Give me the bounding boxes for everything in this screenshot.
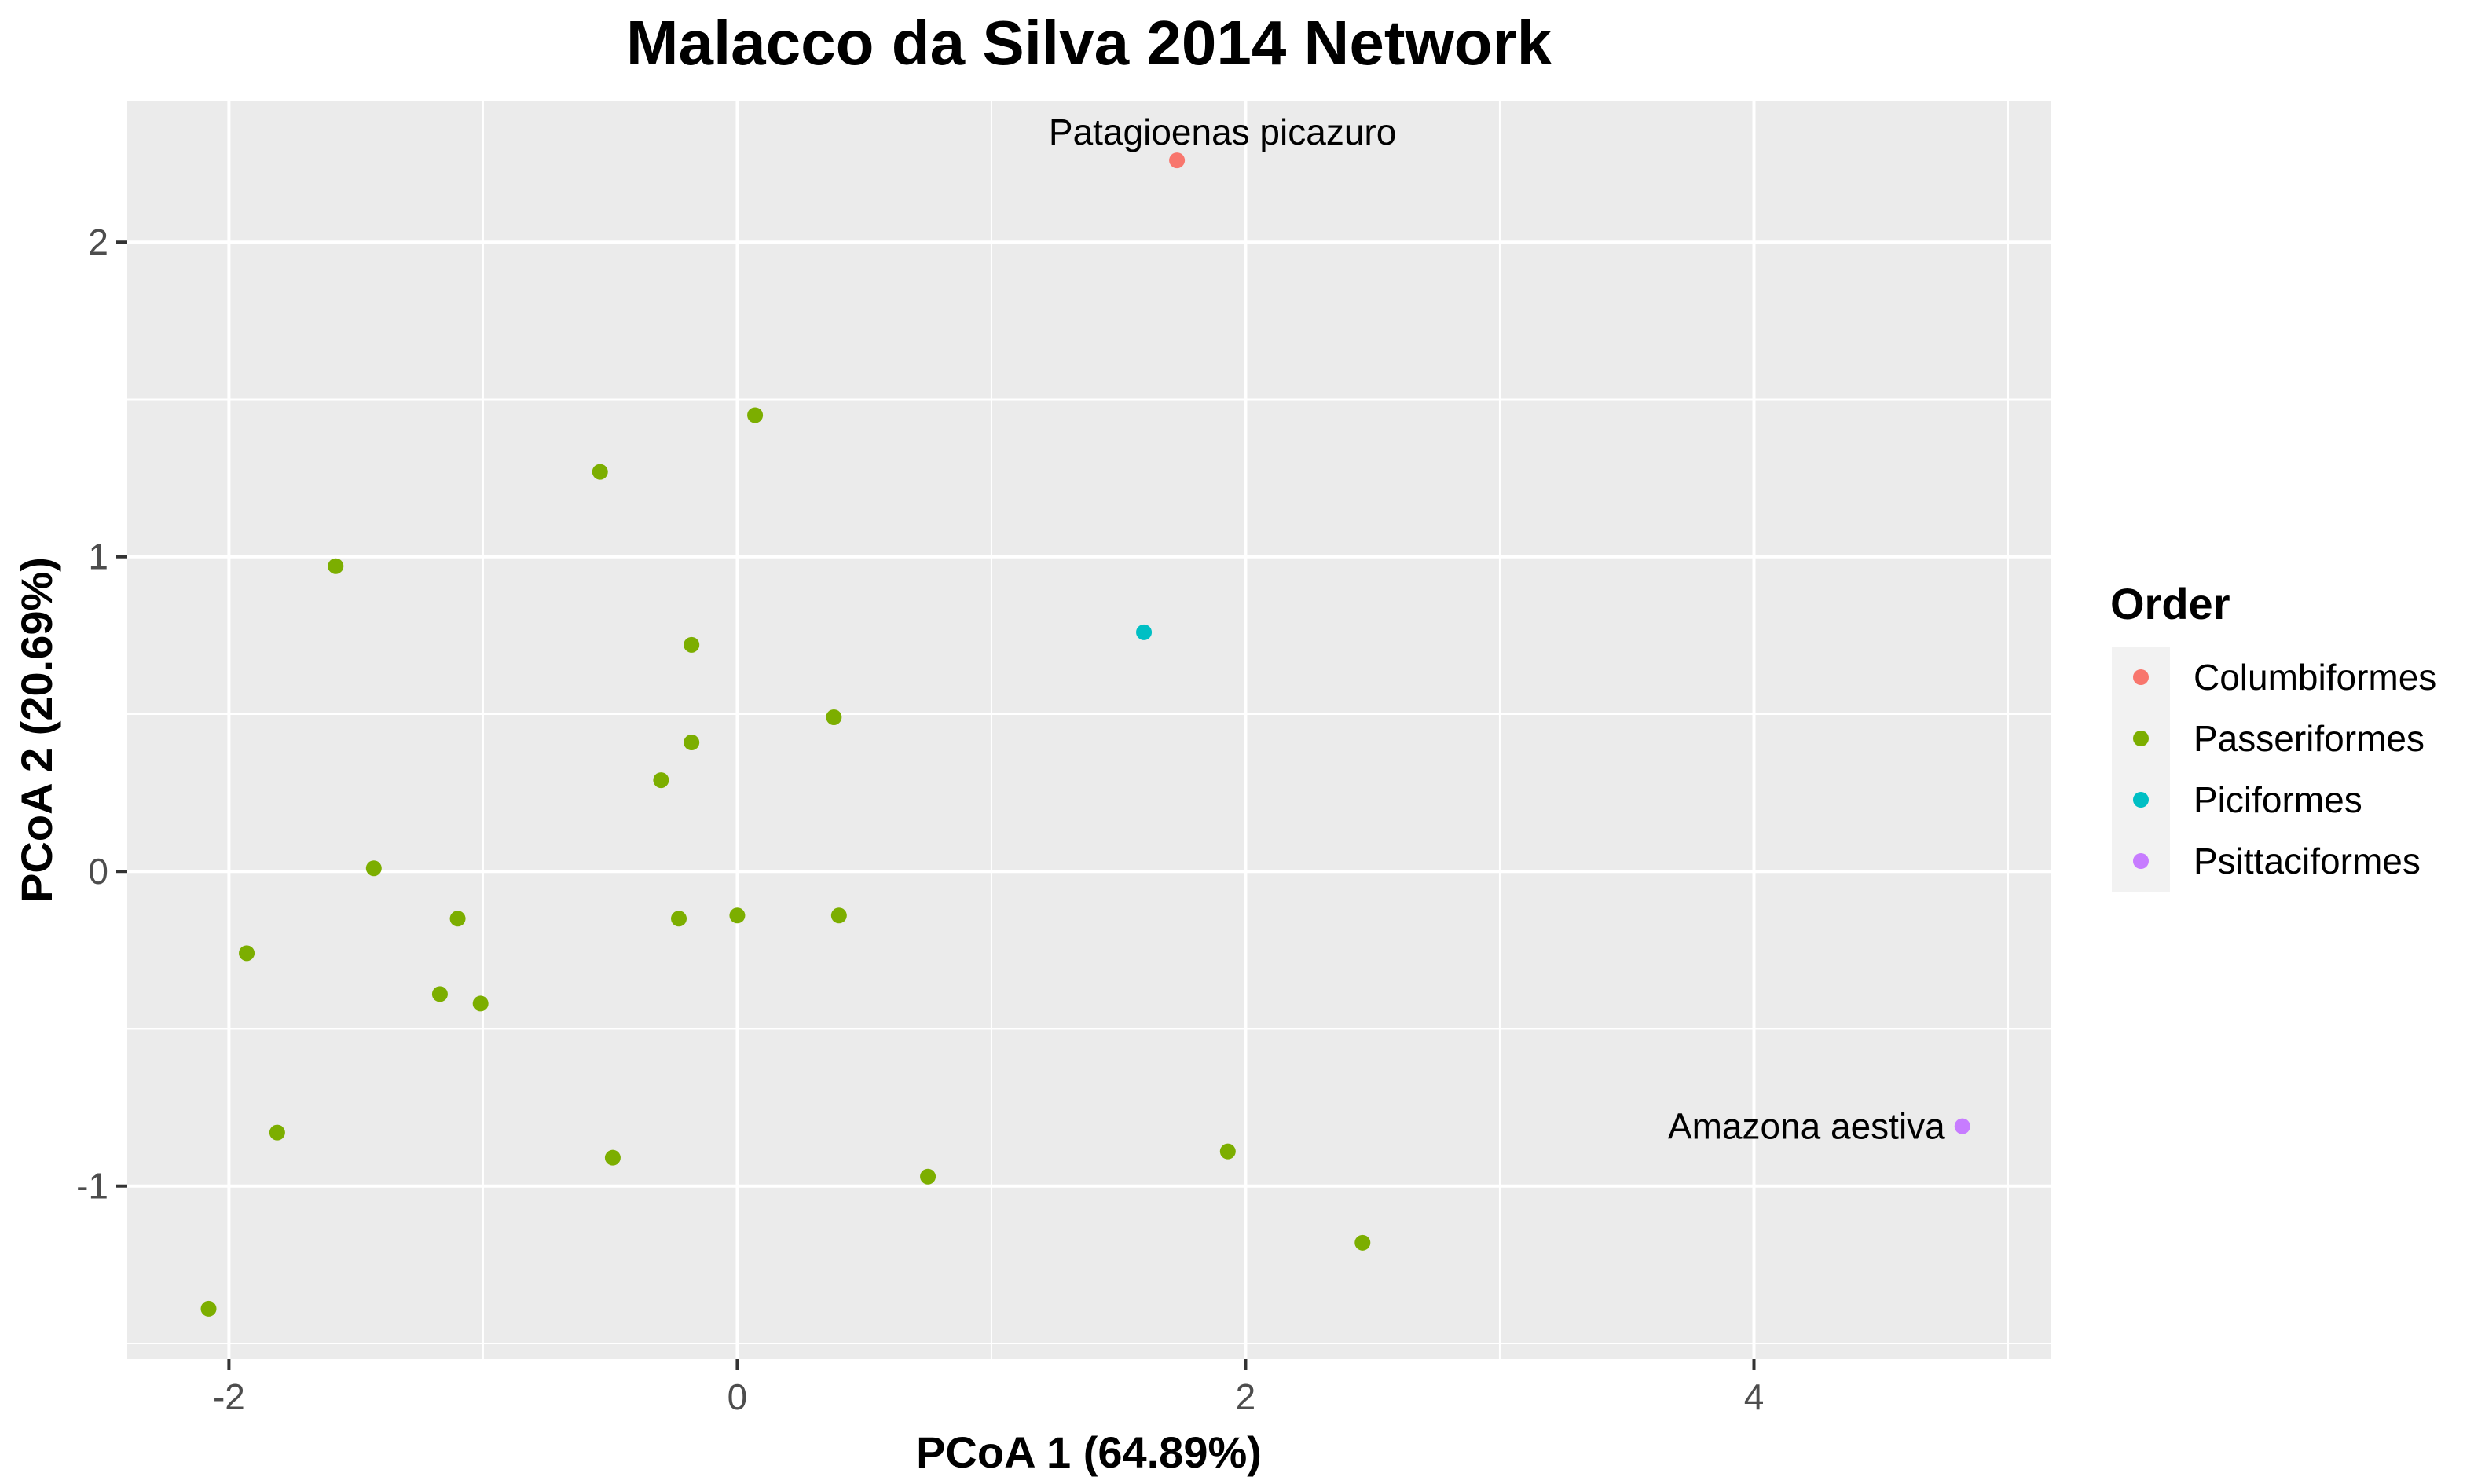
data-point [328,558,344,574]
data-point [1954,1118,1970,1134]
legend-key [2133,792,2149,808]
legend-key [2133,853,2149,869]
point-annotations: Patagioenas picazuro Amazona aestiva [1049,112,1945,1147]
data-point [684,636,700,653]
data-point [1354,1234,1371,1251]
x-tick-label: 4 [1744,1376,1765,1417]
y-axis-title: PCoA 2 (20.69%) [12,557,61,903]
x-axis-title: PCoA 1 (64.89%) [916,1427,1262,1477]
legend-label: Passeriformes [2194,718,2425,759]
legend-title: Order [2110,579,2230,628]
data-point [684,735,700,751]
data-point [653,772,669,789]
data-point [729,907,746,924]
data-point [1136,624,1153,640]
point-label: Patagioenas picazuro [1049,112,1396,152]
y-tick-label: 0 [88,851,108,892]
data-points [200,152,1970,1317]
minor-gridlines [127,101,2051,1359]
data-point [1219,1143,1236,1160]
data-point [592,464,608,480]
x-tick-label: 2 [1236,1376,1256,1417]
y-axis-tick-labels: -1 0 1 2 [76,222,108,1207]
legend-item: Piciformes [2133,779,2362,820]
data-point [449,911,466,927]
x-tick-label: 0 [728,1376,748,1417]
data-point [920,1168,936,1185]
data-point [671,911,687,927]
data-point [431,986,448,1002]
y-tick-label: 2 [88,222,108,262]
data-point [472,995,489,1012]
legend: Order Columbiformes Passeriformes Piciform… [2110,579,2436,892]
data-point [200,1300,217,1317]
legend-item: Psittaciformes [2133,841,2421,881]
legend-item: Columbiformes [2133,657,2436,698]
data-point [747,407,764,423]
x-tick-label: -2 [213,1376,245,1417]
data-point [604,1149,621,1166]
legend-items: Columbiformes Passeriformes Piciformes Psit… [2133,657,2436,881]
data-point [365,860,382,877]
legend-label: Piciformes [2194,779,2362,820]
legend-item: Passeriformes [2133,718,2425,759]
panel-background [127,101,2051,1359]
data-point [1169,152,1186,169]
data-point [239,945,255,962]
data-point [269,1124,285,1141]
point-label: Amazona aestiva [1668,1106,1945,1147]
legend-key [2133,731,2149,746]
legend-key-background [2112,647,2170,892]
y-tick-label: 1 [88,537,108,577]
data-point [830,907,847,924]
chart-title: Malacco da Silva 2014 Network [626,8,1552,78]
legend-key [2133,669,2149,685]
legend-label: Columbiformes [2194,657,2436,698]
axis-ticks [116,240,1756,1370]
major-gridlines [127,101,2051,1359]
data-point [826,709,842,725]
x-axis-tick-labels: -2 0 2 4 [213,1376,1764,1417]
legend-label: Psittaciformes [2194,841,2421,881]
y-tick-label: -1 [76,1166,108,1207]
